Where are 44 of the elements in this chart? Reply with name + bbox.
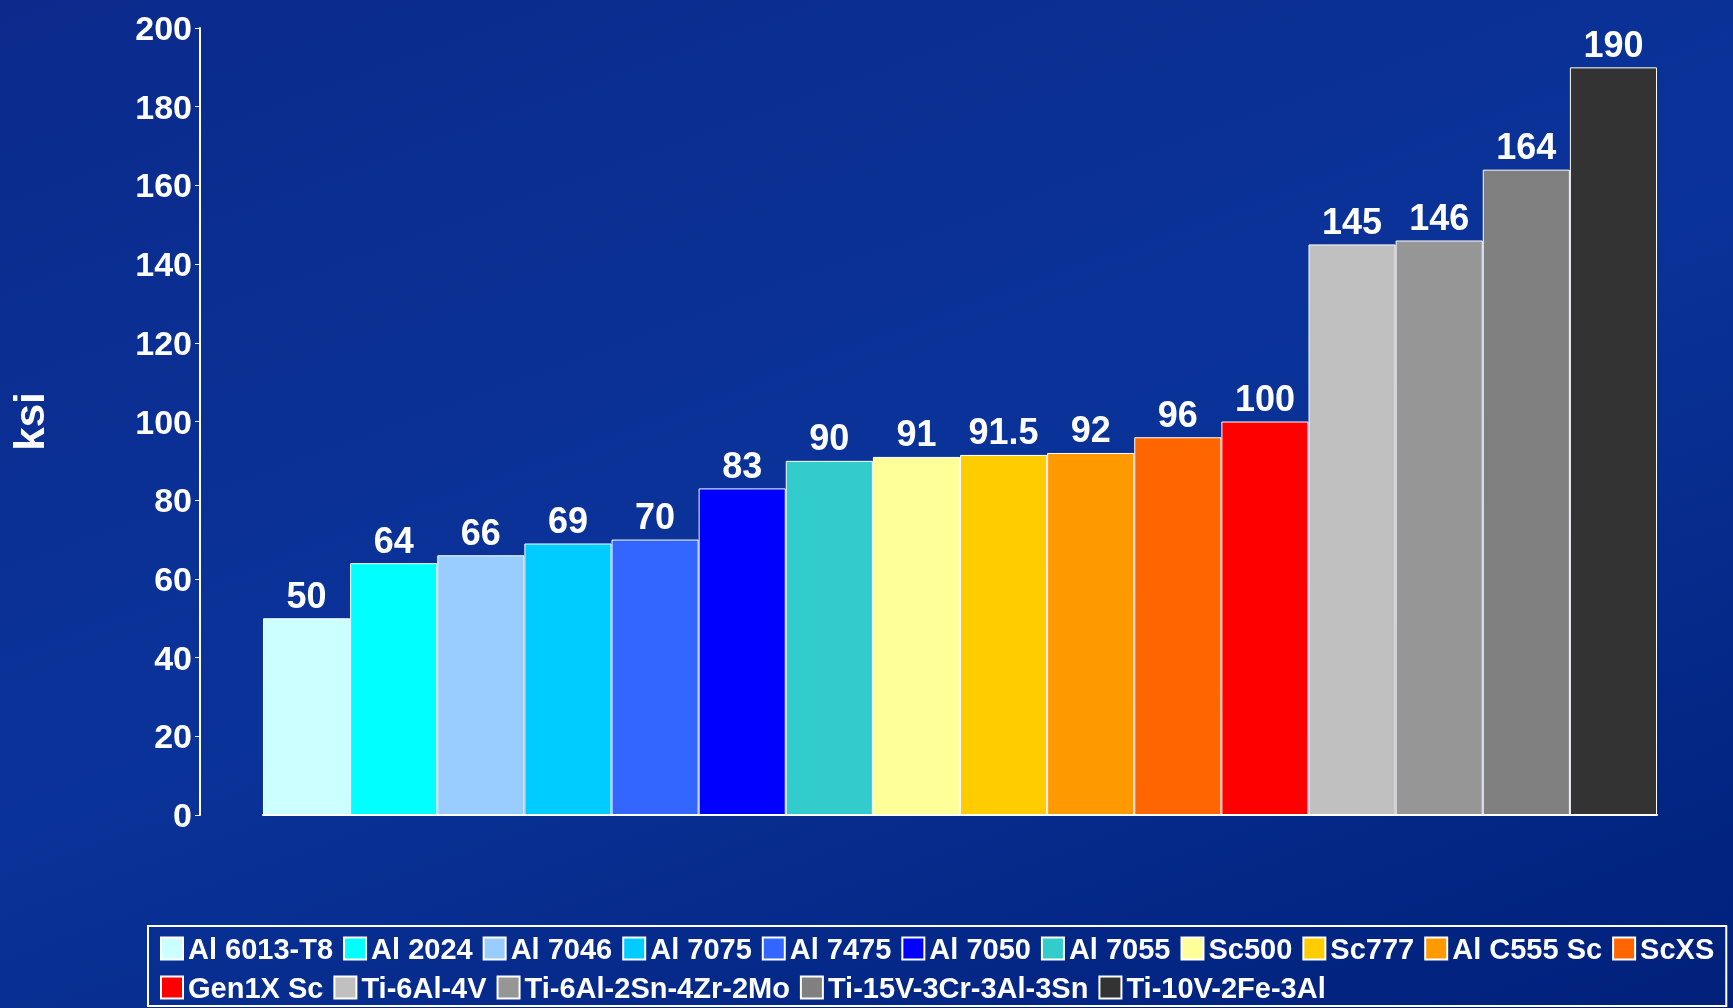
data-label: 146 [1409,196,1470,238]
data-label: 66 [460,511,501,553]
y-tick-label: 160 [135,166,192,205]
legend-label: Sc777 [1330,932,1415,965]
y-tick-label: 0 [173,796,192,834]
y-axis-title: ksi [5,392,53,451]
y-tick-label: 100 [135,402,192,441]
data-label: 96 [1157,393,1198,435]
legend-label: Ti-6Al-4V [361,971,488,1004]
y-tick-label: 60 [154,559,192,598]
legend-label: Gen1X Sc [188,971,324,1004]
legend-label: Al 7055 [1068,932,1171,965]
data-label: 190 [1583,23,1644,65]
legend-label: Sc500 [1208,932,1293,965]
legend-label: Al 7075 [650,932,752,965]
data-label: 145 [1322,200,1383,242]
data-label: 164 [1496,126,1557,168]
data-label: 90 [809,417,850,459]
legend-label: Al C555 Sc [1452,932,1603,965]
legend-label: Al 7475 [789,932,892,965]
data-label: 70 [635,496,676,538]
y-tick-label: 120 [135,323,192,362]
y-tick-label: 20 [154,717,192,756]
legend-label: Al 7046 [510,932,613,965]
data-label: 100 [1234,378,1295,419]
legend-label: Ti-15V-3Cr-3Al-3Sn [827,971,1089,1004]
legend-label: Ti-10V-2Fe-3Al [1126,971,1326,1004]
y-tick-label: 140 [135,245,192,284]
y-tick-label: 80 [154,481,192,520]
legend-label: ScXS [1640,932,1715,965]
data-label: 91 [896,413,937,455]
legend-label: Al 7050 [929,932,1031,965]
y-tick-label: 200 [135,9,192,47]
y-tick-label: 40 [154,638,192,677]
data-label: 64 [373,519,414,561]
data-label: 69 [547,499,588,541]
legend-label: Al 6013-T8 [188,932,334,965]
legend-label: Al 2024 [371,932,473,965]
data-label: 50 [286,574,327,616]
y-tick-label: 180 [135,87,192,126]
data-label: 91.5 [968,411,1039,453]
legend-label: Ti-6Al-2Sn-4Zr-2Mo [524,971,790,1004]
data-label: 83 [722,444,763,486]
data-label: 92 [1070,409,1111,451]
